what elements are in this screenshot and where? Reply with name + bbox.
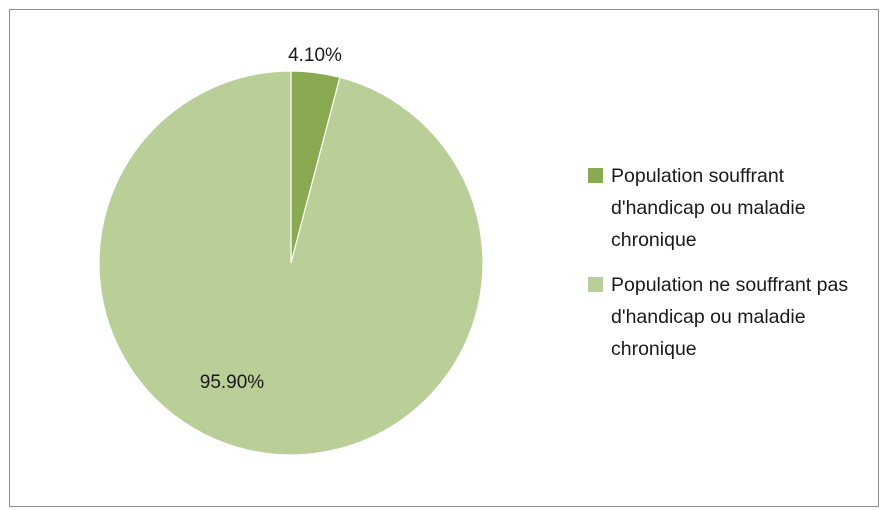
legend-item-handicap: Population souffrant d'handicap ou malad… xyxy=(588,160,873,256)
chart-frame: 4.10% 95.90% Population souffrant d'handi… xyxy=(9,9,879,507)
data-label-sans-handicap: 95.90% xyxy=(200,372,265,393)
legend-swatch-sans-handicap xyxy=(588,277,603,292)
legend-item-sans-handicap: Population ne souffrant pas d'handicap o… xyxy=(588,269,873,365)
pie-chart: 4.10% 95.90% xyxy=(98,45,484,456)
legend-label-sans-handicap: Population ne souffrant pas d'handicap o… xyxy=(611,274,849,360)
data-label-handicap: 4.10% xyxy=(288,45,342,66)
legend: Population souffrant d'handicap ou malad… xyxy=(588,160,873,378)
legend-label-handicap: Population souffrant d'handicap ou malad… xyxy=(611,165,806,251)
pie-slice-sans-handicap xyxy=(98,70,484,456)
legend-swatch-handicap xyxy=(588,168,603,183)
